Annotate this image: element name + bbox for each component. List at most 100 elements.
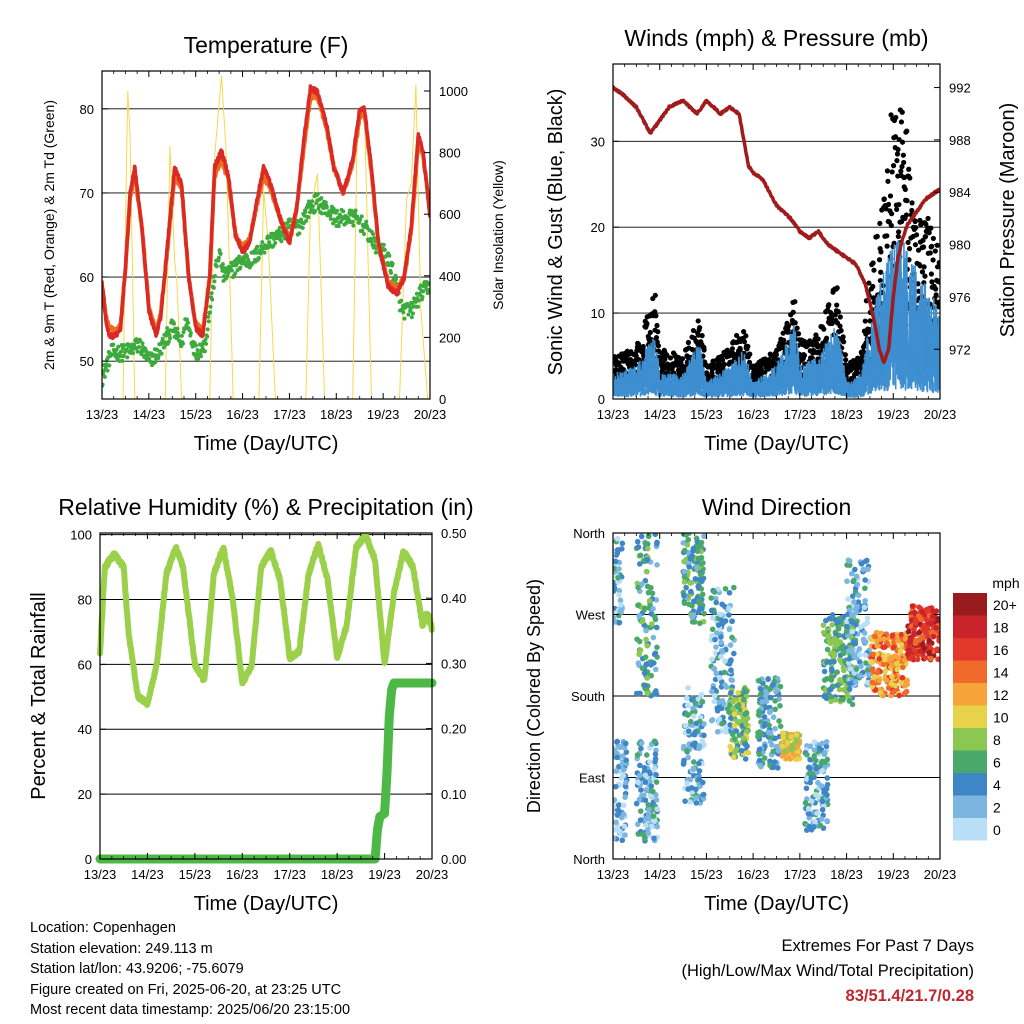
direction-point	[701, 742, 707, 748]
direction-point	[639, 618, 646, 625]
gust-point	[690, 327, 697, 334]
dewpoint-point	[328, 216, 333, 221]
direction-point	[807, 743, 814, 750]
dewpoint-point	[360, 228, 365, 233]
direction-point	[654, 562, 660, 568]
direction-point	[777, 683, 784, 690]
dewpoint-point	[214, 264, 219, 269]
direction-point	[634, 636, 640, 643]
direction-point	[681, 568, 688, 575]
gust-point	[810, 342, 816, 348]
dewpoint-point	[319, 196, 324, 201]
gust-point	[921, 264, 927, 270]
direction-point	[776, 718, 782, 724]
gust-point	[823, 335, 830, 341]
direction-point	[693, 720, 700, 727]
direction-point	[716, 716, 723, 722]
temperature-plot	[102, 75, 430, 399]
dewpoint-point	[350, 219, 355, 224]
gust-point	[737, 346, 743, 352]
direction-point	[687, 718, 694, 725]
gust-point	[866, 280, 872, 286]
direction-point	[711, 665, 717, 672]
direction-point	[768, 730, 774, 736]
direction-point	[613, 585, 618, 591]
direction-point	[619, 837, 626, 844]
direction-point	[808, 798, 815, 805]
direction-point	[722, 658, 728, 664]
y2-tick-label: 972	[949, 342, 971, 357]
direction-point	[696, 760, 702, 767]
dewpoint-point	[416, 304, 421, 309]
direction-point	[638, 533, 645, 540]
direction-point	[642, 654, 649, 660]
direction-point	[718, 617, 725, 624]
dewpoint-point	[212, 279, 217, 284]
direction-point	[741, 686, 748, 693]
dewpoint-point	[206, 319, 211, 324]
direction-point	[636, 796, 643, 803]
gust-point	[926, 230, 932, 236]
direction-point	[812, 818, 818, 825]
direction-point	[731, 650, 737, 657]
gust-point	[870, 260, 876, 266]
direction-point	[685, 728, 692, 734]
pressure-line	[613, 84, 940, 365]
direction-point	[696, 620, 703, 627]
direction-point	[807, 765, 813, 772]
direction-point	[684, 711, 690, 718]
direction-point	[755, 733, 761, 740]
y2-axis-label: Station Pressure (Maroon)	[997, 103, 1019, 338]
direction-point	[615, 579, 621, 585]
direction-point	[695, 696, 702, 702]
direction-point	[638, 740, 645, 746]
gust-point	[922, 233, 929, 240]
direction-point	[635, 779, 641, 786]
direction-point	[779, 743, 785, 750]
gust-point	[920, 244, 927, 250]
direction-point	[700, 779, 706, 786]
gust-point	[653, 313, 659, 319]
dewpoint-point	[303, 209, 308, 214]
direction-point	[650, 788, 656, 795]
x-axis-label: Time (Day/UTC)	[194, 433, 339, 455]
dewpoint-point	[220, 262, 225, 267]
gust-point	[652, 309, 658, 315]
dewpoint-point	[358, 217, 363, 222]
chart-title: Winds (mph) & Pressure (mb)	[624, 25, 928, 51]
gust-point	[928, 271, 935, 277]
dewpoint-point	[313, 209, 318, 214]
y2-tick-label: 600	[439, 207, 461, 222]
gust-point	[899, 109, 905, 115]
dewpoint-point	[181, 330, 186, 335]
direction-point	[701, 732, 707, 739]
y-axis-label: Sonic Wind & Gust (Blue, Black)	[545, 89, 567, 376]
direction-point	[740, 696, 747, 703]
direction-point	[639, 831, 646, 837]
gust-point	[909, 207, 915, 214]
gust-point	[899, 139, 906, 145]
gust-point	[932, 248, 938, 254]
dewpoint-point	[297, 231, 302, 236]
dewpoint-point	[164, 333, 169, 338]
direction-point	[730, 754, 737, 761]
dewpoint-point	[125, 355, 130, 360]
direction-point	[646, 815, 652, 821]
direction-point	[709, 633, 715, 639]
dewpoint-point	[218, 251, 223, 256]
gust-point	[929, 243, 935, 250]
dewpoint-point	[160, 336, 165, 341]
gust-point	[929, 279, 935, 285]
gust-point	[915, 247, 922, 253]
direction-point	[639, 581, 645, 587]
gust-point	[821, 326, 827, 332]
direction-point	[812, 757, 819, 764]
direction-point	[613, 783, 619, 790]
direction-point	[682, 722, 689, 729]
dewpoint-point	[200, 346, 205, 351]
direction-point	[698, 543, 704, 549]
dewpoint-point	[198, 354, 203, 359]
direction-point	[614, 535, 621, 542]
gust-point	[913, 232, 920, 238]
gust-point	[741, 329, 747, 335]
